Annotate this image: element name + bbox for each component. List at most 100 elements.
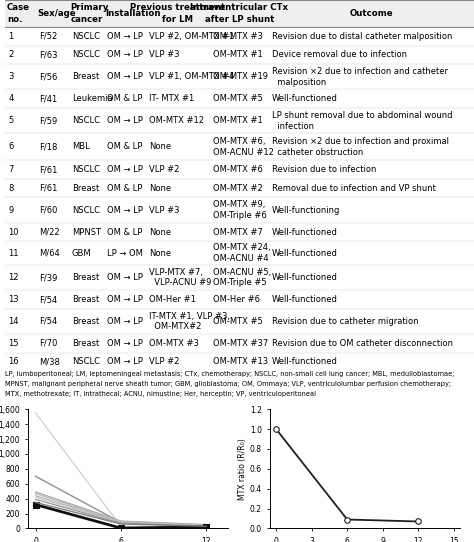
Text: 3: 3 <box>9 72 14 81</box>
Text: LP shunt removal due to abdominal wound
  infection: LP shunt removal due to abdominal wound … <box>272 111 453 131</box>
Text: VLP-MTX #7,
  VLP-ACNU #9: VLP-MTX #7, VLP-ACNU #9 <box>149 268 212 287</box>
Text: OM & LP: OM & LP <box>107 184 142 192</box>
Text: Well-functioned: Well-functioned <box>272 273 338 282</box>
Text: OM-ACNU #5,
OM-Triple #5: OM-ACNU #5, OM-Triple #5 <box>213 268 271 287</box>
Text: M/38: M/38 <box>39 358 60 366</box>
Text: GBM: GBM <box>72 249 91 257</box>
Text: Breast: Breast <box>72 317 99 326</box>
Text: F/39: F/39 <box>39 273 57 282</box>
Text: None: None <box>149 184 172 192</box>
Text: LP, lumboperitoneal; LM, leptomeningeal metastasis; CTx, chemotherapy; NSCLC, no: LP, lumboperitoneal; LM, leptomeningeal … <box>5 371 454 377</box>
Text: LP → OM: LP → OM <box>107 249 143 257</box>
Text: OM → LP: OM → LP <box>107 358 143 366</box>
Text: Well-functioned: Well-functioned <box>272 94 338 103</box>
Text: MTX, methotrexate; IT, intrathecal; ACNU, nimustine; Her, herceptin; VP, ventric: MTX, methotrexate; IT, intrathecal; ACNU… <box>5 391 316 397</box>
Text: OM-MTX #6: OM-MTX #6 <box>213 165 263 174</box>
Text: F/61: F/61 <box>39 184 57 192</box>
Text: F/63: F/63 <box>39 50 57 59</box>
Text: 8: 8 <box>9 184 14 192</box>
Text: OM → LP: OM → LP <box>107 339 143 348</box>
Text: None: None <box>149 249 172 257</box>
Text: OM → LP: OM → LP <box>107 165 143 174</box>
Text: Breast: Breast <box>72 295 99 304</box>
Text: 5: 5 <box>9 116 14 125</box>
Text: 11: 11 <box>9 249 19 257</box>
Text: F/18: F/18 <box>39 143 57 151</box>
Text: MPNST: MPNST <box>72 228 101 236</box>
Text: None: None <box>149 143 172 151</box>
Text: 12: 12 <box>9 273 19 282</box>
Text: F/54: F/54 <box>39 295 57 304</box>
Text: OM-MTX #12: OM-MTX #12 <box>149 116 204 125</box>
Text: M/22: M/22 <box>39 228 60 236</box>
Text: 2: 2 <box>9 50 14 59</box>
Text: OM → LP: OM → LP <box>107 205 143 215</box>
Text: None: None <box>149 228 172 236</box>
Text: F/70: F/70 <box>39 339 57 348</box>
Text: VLP #2, OM-MTX #1: VLP #2, OM-MTX #1 <box>149 32 235 41</box>
Text: VLP #1, OM-MTX #4: VLP #1, OM-MTX #4 <box>149 72 235 81</box>
Text: Revision due to OM catheter disconnection: Revision due to OM catheter disconnectio… <box>272 339 453 348</box>
Text: 9: 9 <box>9 205 14 215</box>
Text: 4: 4 <box>9 94 14 103</box>
Text: F/52: F/52 <box>39 32 57 41</box>
Text: VLP #2: VLP #2 <box>149 165 180 174</box>
Text: M/64: M/64 <box>39 249 60 257</box>
Text: Breast: Breast <box>72 72 99 81</box>
Text: Revision due to distal catheter malposition: Revision due to distal catheter malposit… <box>272 32 453 41</box>
Text: VLP #2: VLP #2 <box>149 358 180 366</box>
Text: OM-MTX #9,
OM-Triple #6: OM-MTX #9, OM-Triple #6 <box>213 200 266 220</box>
Text: NSCLC: NSCLC <box>72 165 100 174</box>
Text: Sex/age: Sex/age <box>37 9 76 18</box>
Text: F/54: F/54 <box>39 317 57 326</box>
Text: MPNST, malignant peripheral nerve sheath tumor; GBM, glioblastoma; OM, Ommaya; V: MPNST, malignant peripheral nerve sheath… <box>5 381 451 387</box>
Text: Leukemia: Leukemia <box>72 94 112 103</box>
Text: F/41: F/41 <box>39 94 57 103</box>
Text: NSCLC: NSCLC <box>72 116 100 125</box>
Text: OM-MTX #5: OM-MTX #5 <box>213 94 263 103</box>
Text: Removal due to infection and VP shunt: Removal due to infection and VP shunt <box>272 184 436 192</box>
Text: OM-MTX #7: OM-MTX #7 <box>213 228 263 236</box>
Text: Outcome: Outcome <box>350 9 394 18</box>
Text: OM-MTX #1: OM-MTX #1 <box>213 50 263 59</box>
Text: OM → LP: OM → LP <box>107 116 143 125</box>
Text: OM-MTX #19: OM-MTX #19 <box>213 72 268 81</box>
Text: NSCLC: NSCLC <box>72 205 100 215</box>
Text: Case
no.: Case no. <box>7 3 30 23</box>
Text: Installation: Installation <box>106 9 161 18</box>
Text: OM-Her #6: OM-Her #6 <box>213 295 260 304</box>
Text: Well-functioned: Well-functioned <box>272 358 338 366</box>
Text: Breast: Breast <box>72 184 99 192</box>
Text: OM → LP: OM → LP <box>107 273 143 282</box>
Text: OM-MTX #5: OM-MTX #5 <box>213 317 263 326</box>
Text: F/61: F/61 <box>39 165 57 174</box>
Text: Revision due to infection: Revision due to infection <box>272 165 377 174</box>
Text: OM-MTX #24,
OM-ACNU #4: OM-MTX #24, OM-ACNU #4 <box>213 243 270 263</box>
Text: OM-MTX #1: OM-MTX #1 <box>213 116 263 125</box>
Text: VLP #3: VLP #3 <box>149 50 180 59</box>
Text: 15: 15 <box>9 339 19 348</box>
Text: OM & LP: OM & LP <box>107 228 142 236</box>
Text: Device removal due to infection: Device removal due to infection <box>272 50 407 59</box>
Text: OM-MTX #3: OM-MTX #3 <box>149 339 199 348</box>
Text: NSCLC: NSCLC <box>72 50 100 59</box>
Text: 1: 1 <box>9 32 14 41</box>
Text: Well-functioned: Well-functioned <box>272 228 338 236</box>
Text: OM-MTX #6,
OM-ACNU #12: OM-MTX #6, OM-ACNU #12 <box>213 137 273 157</box>
Text: Revision ×2 due to infection and catheter
  malposition: Revision ×2 due to infection and cathete… <box>272 67 448 87</box>
Text: IT-MTX #1, VLP #3,
  OM-MTX#2: IT-MTX #1, VLP #3, OM-MTX#2 <box>149 312 230 331</box>
Text: OM-MTX #3: OM-MTX #3 <box>213 32 263 41</box>
Text: OM → LP: OM → LP <box>107 295 143 304</box>
Text: OM-Her #1: OM-Her #1 <box>149 295 196 304</box>
Text: 10: 10 <box>9 228 19 236</box>
Text: OM → LP: OM → LP <box>107 317 143 326</box>
Text: OM & LP: OM & LP <box>107 143 142 151</box>
Text: OM-MTX #37: OM-MTX #37 <box>213 339 268 348</box>
Text: NSCLC: NSCLC <box>72 32 100 41</box>
Text: OM → LP: OM → LP <box>107 50 143 59</box>
Text: NSCLC: NSCLC <box>72 358 100 366</box>
Text: 7: 7 <box>9 165 14 174</box>
Text: VLP #3: VLP #3 <box>149 205 180 215</box>
Text: OM → LP: OM → LP <box>107 32 143 41</box>
Text: Revision due to catheter migration: Revision due to catheter migration <box>272 317 419 326</box>
